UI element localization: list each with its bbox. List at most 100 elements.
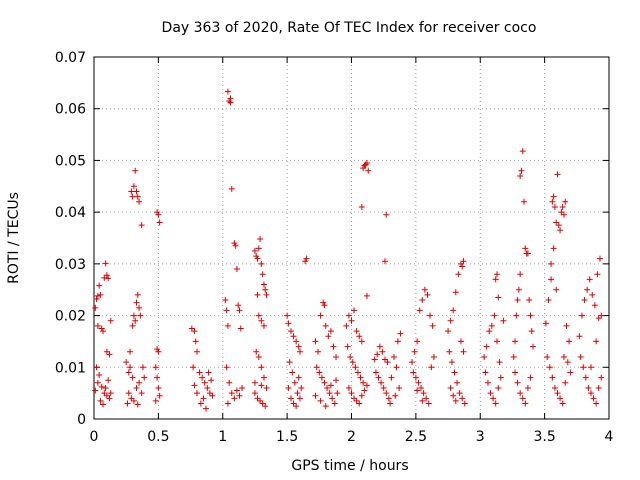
data-point <box>393 364 400 371</box>
data-point <box>125 369 132 376</box>
x-axis-label: GPS time / hours <box>291 458 408 474</box>
data-point <box>286 359 293 366</box>
data-point <box>558 209 565 216</box>
data-point <box>233 387 240 394</box>
data-point <box>154 209 161 216</box>
data-point <box>194 348 200 355</box>
data-point <box>515 286 522 293</box>
data-point <box>461 400 468 407</box>
data-point <box>392 392 399 399</box>
data-point <box>201 379 208 386</box>
data-point <box>98 325 105 332</box>
data-point <box>354 369 361 376</box>
data-point <box>423 395 430 402</box>
data-point <box>134 401 141 408</box>
data-point <box>236 307 243 314</box>
data-point <box>379 348 386 355</box>
data-point <box>483 343 490 350</box>
data-point <box>327 382 334 389</box>
data-point <box>129 193 136 200</box>
data-point <box>452 289 459 296</box>
data-point <box>450 307 457 314</box>
data-point <box>263 384 270 391</box>
data-point <box>363 160 370 167</box>
data-point <box>344 343 351 350</box>
x-tick-label: 2.5 <box>405 429 427 445</box>
data-point <box>519 148 526 155</box>
data-point <box>415 379 422 386</box>
data-point <box>524 384 531 391</box>
data-point <box>100 328 107 335</box>
data-point <box>106 395 113 402</box>
data-point <box>412 374 419 381</box>
data-point <box>356 333 363 340</box>
data-point <box>208 377 215 384</box>
data-point <box>414 338 421 345</box>
data-point <box>553 219 560 226</box>
data-point <box>291 379 298 386</box>
data-point <box>555 222 562 229</box>
data-point <box>409 359 416 366</box>
data-point <box>102 260 109 267</box>
data-point <box>255 353 262 360</box>
data-point <box>356 400 363 407</box>
data-point <box>196 369 203 376</box>
data-point <box>206 390 213 397</box>
data-point <box>325 333 332 340</box>
data-point <box>128 395 135 402</box>
data-point <box>287 328 294 335</box>
data-point <box>125 390 132 397</box>
data-point <box>260 374 267 381</box>
data-point <box>333 377 340 384</box>
data-point <box>312 392 319 399</box>
data-point <box>457 338 464 345</box>
data-point <box>459 263 466 270</box>
data-point <box>92 387 99 394</box>
data-point <box>98 383 105 390</box>
data-point <box>263 291 270 298</box>
x-tick-label: 1.5 <box>276 429 298 445</box>
data-point <box>365 167 372 174</box>
y-axis-ticks: 0 0.01 0.02 0.03 0.04 0.05 0.06 0.07 <box>55 50 609 428</box>
data-point <box>550 245 557 252</box>
data-point <box>481 353 488 360</box>
data-point <box>374 351 381 358</box>
data-point <box>293 338 300 345</box>
data-point <box>294 390 301 397</box>
data-point <box>136 304 143 311</box>
data-point <box>562 198 569 205</box>
data-point <box>124 400 131 407</box>
data-point <box>361 387 368 394</box>
data-point <box>460 258 467 265</box>
data-point <box>527 374 534 381</box>
data-point <box>94 379 101 386</box>
data-point <box>251 379 258 386</box>
data-point <box>322 322 329 329</box>
data-point <box>424 291 431 298</box>
data-point <box>454 379 461 386</box>
data-point <box>302 258 309 265</box>
data-point <box>130 397 137 404</box>
data-point <box>227 95 234 102</box>
data-point <box>528 328 535 335</box>
data-point <box>190 364 197 371</box>
data-point <box>226 379 233 386</box>
data-point <box>594 271 601 278</box>
data-point <box>251 390 258 397</box>
data-point <box>96 282 103 289</box>
y-tick-label: 0.01 <box>55 360 86 376</box>
data-point <box>351 395 358 402</box>
data-point <box>259 271 266 278</box>
data-point <box>589 291 596 298</box>
data-point <box>197 400 204 407</box>
x-tick-label: 3.5 <box>533 429 555 445</box>
data-point <box>191 328 198 335</box>
data-point <box>419 397 426 404</box>
data-point <box>130 183 137 190</box>
data-point <box>138 390 145 397</box>
data-point <box>330 343 337 350</box>
data-point <box>322 403 329 410</box>
data-point <box>545 297 552 304</box>
data-point <box>375 374 382 381</box>
data-point <box>451 369 458 376</box>
